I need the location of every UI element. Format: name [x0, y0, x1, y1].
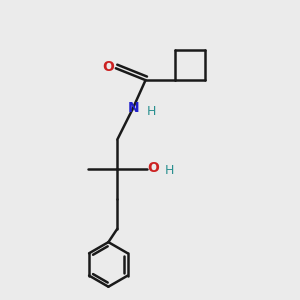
Text: O: O	[148, 161, 160, 175]
Text: H: H	[147, 105, 156, 118]
Text: O: O	[103, 60, 114, 74]
Text: N: N	[128, 101, 140, 116]
Text: H: H	[165, 164, 174, 177]
